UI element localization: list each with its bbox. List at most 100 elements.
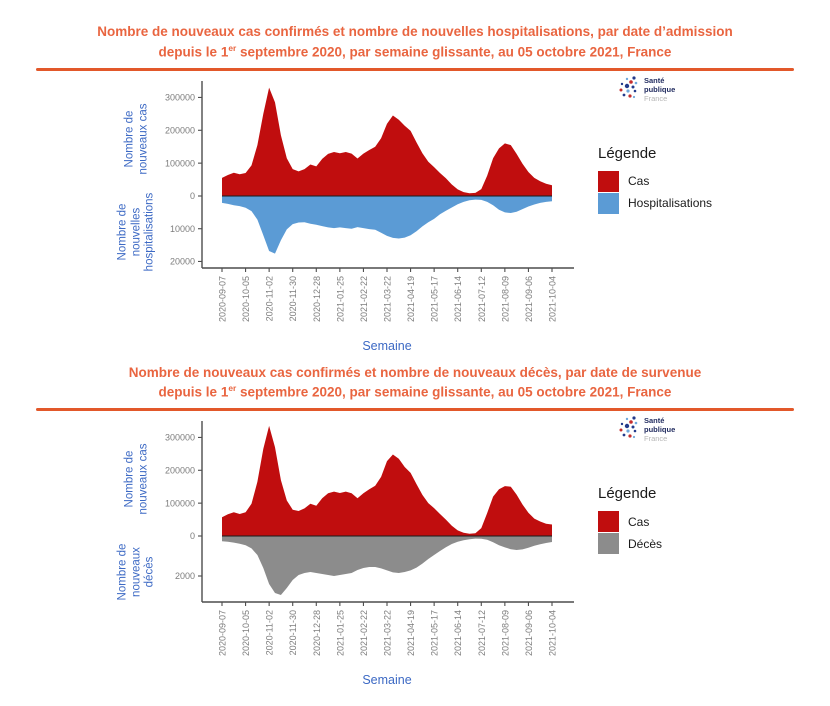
- svg-text:2021-06-14: 2021-06-14: [453, 276, 463, 322]
- svg-text:300000: 300000: [165, 433, 195, 443]
- y-axis-label-line: nouveaux: [130, 547, 143, 598]
- spf-logo-line3: France: [644, 93, 668, 103]
- chart-1-y-axis-labels: Nombre de nouveaux cas Nombre de nouvell…: [80, 75, 156, 355]
- spf-logo-text: Santé publique France: [644, 75, 675, 103]
- svg-text:2020-11-30: 2020-11-30: [288, 610, 298, 655]
- legend-label-hospitalisations: Hospitalisations: [628, 196, 713, 211]
- svg-text:2020-11-02: 2020-11-02: [265, 276, 275, 321]
- svg-text:0: 0: [190, 531, 195, 541]
- legend-title: Légende: [598, 144, 657, 162]
- chart-1-side-panel: Santé publique France Légende Cas Hospit…: [590, 75, 826, 355]
- spf-logo-dots-icon: [619, 416, 638, 439]
- svg-text:Semaine: Semaine: [362, 339, 411, 353]
- svg-text:2021-06-14: 2021-06-14: [453, 610, 463, 656]
- cases-deaths-chart: 0 100000 200000 300000 2000 2020-09-07 2020-10…: [165, 421, 574, 687]
- y-axis-label-line: nouveaux cas: [137, 443, 149, 515]
- svg-text:2021-02-22: 2021-02-22: [359, 276, 369, 322]
- y-axis-label-line: Nombre de: [116, 203, 129, 261]
- spf-logo-line1: Santé: [644, 416, 665, 426]
- svg-text:2000: 2000: [175, 571, 195, 581]
- title-divider-rule: [36, 408, 794, 412]
- chart-2-y-axis-labels: Nombre de nouveaux cas Nombre de nouveau…: [80, 415, 156, 695]
- svg-text:200000: 200000: [165, 466, 195, 476]
- chart-1-row: Nombre de nouveaux cas Nombre de nouvell…: [80, 75, 830, 355]
- sante-publique-france-logo: Santé publique France: [618, 75, 675, 103]
- y-axis-label-line: décès: [143, 556, 156, 588]
- chart-2-title-line2-pre: depuis le 1: [158, 384, 229, 400]
- y-axis-label-new-deaths: Nombre de nouveaux décès: [117, 544, 158, 601]
- legend-label-cas: Cas: [628, 514, 650, 529]
- svg-text:2021-01-25: 2021-01-25: [335, 610, 345, 656]
- legend-swatch-deces: [598, 533, 619, 555]
- y-axis-label-line: nouveaux cas: [137, 103, 149, 175]
- spf-logo-line2: publique: [644, 425, 676, 435]
- y-axis-label-new-cases: Nombre de nouveaux cas: [123, 444, 150, 515]
- chart-block-deces: Nombre de nouveaux cas confirmés et nomb…: [0, 363, 830, 696]
- legend-title: Légende: [598, 485, 657, 503]
- chart-1-legend: Légende Cas Hospitalisations: [598, 145, 712, 215]
- svg-text:2021-03-22: 2021-03-22: [383, 610, 393, 656]
- svg-text:2021-09-06: 2021-09-06: [524, 276, 534, 322]
- svg-text:2020-10-05: 2020-10-05: [241, 276, 251, 322]
- y-axis-label-line: Nombre de: [123, 110, 136, 168]
- svg-text:2020-09-07: 2020-09-07: [218, 276, 228, 322]
- y-axis-label-line: nouvelles: [130, 207, 143, 256]
- y-axis-label-line: Nombre de: [116, 543, 129, 601]
- legend-label-deces: Décès: [628, 536, 663, 551]
- legend-label-cas: Cas: [628, 174, 650, 189]
- legend-item-cas: Cas: [598, 170, 712, 192]
- chart-1-title-line1: Nombre de nouveaux cas confirmés et nomb…: [97, 24, 733, 39]
- svg-text:2021-08-09: 2021-08-09: [500, 276, 510, 322]
- spf-logo-text: Santé publique France: [644, 415, 675, 443]
- svg-text:2021-10-04: 2021-10-04: [548, 276, 558, 322]
- legend-swatch-hospitalisations: [598, 192, 619, 214]
- svg-text:2020-10-05: 2020-10-05: [241, 610, 251, 656]
- svg-text:300000: 300000: [165, 92, 195, 102]
- chart-2-title-line1: Nombre de nouveaux cas confirmés et nomb…: [128, 364, 702, 380]
- svg-text:2021-05-17: 2021-05-17: [430, 276, 440, 322]
- title-divider-rule: [36, 67, 794, 71]
- y-axis-label-new-hospitalisations: Nombre de nouvelles hospitalisations: [117, 192, 158, 271]
- y-axis-label-line: hospitalisations: [143, 192, 156, 271]
- legend-item-deces: Décès: [598, 533, 663, 555]
- svg-text:Semaine: Semaine: [362, 673, 411, 687]
- svg-text:2021-10-04: 2021-10-04: [548, 610, 558, 656]
- svg-text:2020-12-28: 2020-12-28: [312, 276, 322, 322]
- legend-swatch-cas: [598, 511, 619, 533]
- svg-text:2021-02-22: 2021-02-22: [359, 610, 369, 656]
- svg-text:2020-12-28: 2020-12-28: [312, 610, 322, 656]
- svg-text:2020-11-02: 2020-11-02: [265, 610, 275, 655]
- chart-block-hospitalisations: Nombre de nouveaux cas confirmés et nomb…: [0, 22, 830, 355]
- spf-logo-line2: publique: [644, 84, 676, 94]
- svg-text:2021-04-19: 2021-04-19: [406, 610, 416, 656]
- chart-2-title-superscript: er: [228, 383, 237, 394]
- svg-text:2021-04-19: 2021-04-19: [406, 276, 416, 322]
- svg-text:2020-11-30: 2020-11-30: [288, 276, 298, 321]
- legend-item-hospitalisations: Hospitalisations: [598, 192, 713, 214]
- chart-1-title-superscript: er: [228, 42, 237, 53]
- svg-text:0: 0: [190, 191, 195, 201]
- svg-text:100000: 100000: [165, 499, 195, 509]
- svg-text:2020-09-07: 2020-09-07: [218, 610, 228, 656]
- chart-2-title-line2-post: septembre 2020, par semaine glissante, a…: [236, 384, 672, 400]
- cases-hospitalisations-chart: 0 100000 200000 300000 10000 20000 2020-09-07 2…: [165, 80, 574, 353]
- chart-2-title: Nombre de nouveaux cas confirmés et nomb…: [42, 363, 788, 403]
- svg-text:100000: 100000: [165, 158, 195, 168]
- svg-text:10000: 10000: [170, 224, 195, 234]
- svg-text:2021-08-09: 2021-08-09: [500, 610, 510, 656]
- chart-1-title: Nombre de nouveaux cas confirmés et nomb…: [42, 22, 788, 62]
- chart-2-row: Nombre de nouveaux cas Nombre de nouveau…: [80, 415, 830, 695]
- sante-publique-france-logo: Santé publique France: [618, 415, 675, 443]
- chart-2-side-panel: Santé publique France Légende Cas Décès: [590, 415, 826, 695]
- svg-text:2021-03-22: 2021-03-22: [383, 276, 393, 322]
- chart-2-legend: Légende Cas Décès: [598, 485, 662, 555]
- svg-text:2021-07-12: 2021-07-12: [477, 610, 487, 656]
- chart-1-title-line2-pre: depuis le 1: [158, 44, 229, 60]
- svg-text:2021-05-17: 2021-05-17: [430, 610, 440, 656]
- svg-text:2021-09-06: 2021-09-06: [524, 610, 534, 656]
- legend-item-cas: Cas: [598, 511, 662, 533]
- spf-logo-line1: Santé: [644, 75, 665, 85]
- y-axis-label-new-cases: Nombre de nouveaux cas: [123, 103, 150, 174]
- spf-logo-dots-icon: [619, 76, 638, 98]
